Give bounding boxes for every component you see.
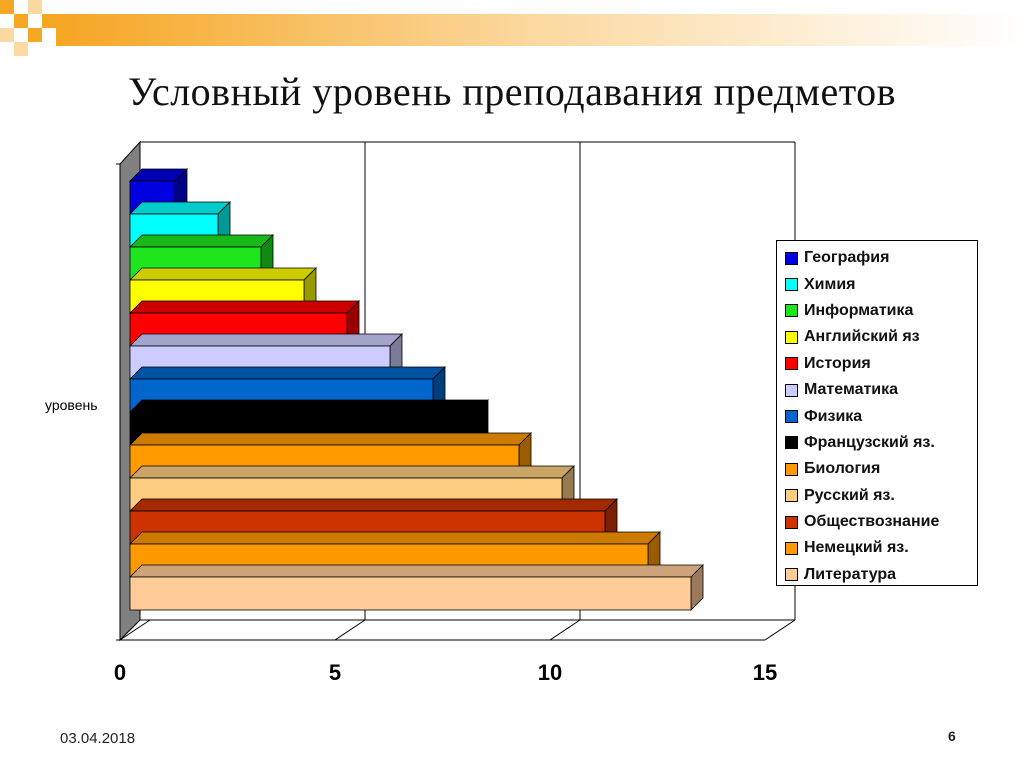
legend-label: Английский яз (804, 328, 920, 346)
legend-label: Обществознание (804, 513, 940, 531)
floor-gridline (334, 619, 366, 641)
bar-top-face (129, 366, 446, 380)
bar-top-face (129, 432, 532, 446)
bar-top-face (129, 531, 661, 545)
bar-top-face (129, 267, 317, 281)
legend-label: Немецкий яз. (804, 539, 909, 557)
legend-swatch (785, 251, 798, 265)
bar-top-face (129, 564, 704, 578)
legend-label: География (804, 249, 890, 267)
bar-top-face (129, 234, 274, 248)
legend-item: Информатика (777, 298, 977, 324)
slide-title: Условный уровень преподавания предметов (127, 69, 897, 114)
chart-legend: География Химия Информатика Английский яз Ис… (776, 240, 978, 586)
x-tick-label: 5 (329, 660, 341, 685)
legend-item: Французский яз. (777, 430, 977, 456)
legend-label: История (804, 354, 871, 372)
legend-item: Химия (777, 271, 977, 297)
x-tick-label: 15 (753, 660, 777, 685)
floor-right-edge (764, 619, 796, 641)
legend-item: Обществознание (777, 509, 977, 535)
x-tick-label: 10 (538, 660, 562, 685)
legend-label: Химия (804, 275, 856, 293)
legend-swatch (785, 383, 798, 397)
y-axis-label: уровень (45, 397, 98, 413)
bar-top-face (129, 201, 231, 215)
legend-swatch (785, 278, 798, 292)
legend-label: Математика (804, 381, 899, 399)
bar-top-face (129, 399, 489, 413)
bar-chart: 0 5 10 15 уровень (45, 140, 796, 685)
legend-label: Русский яз. (804, 486, 895, 504)
legend-item: Английский яз (777, 324, 977, 350)
legend-item: Физика (777, 403, 977, 429)
legend-swatch (785, 357, 798, 371)
legend-swatch (785, 515, 798, 529)
legend-item: Биология (777, 456, 977, 482)
title-decoration (0, 0, 1024, 56)
bar-top-face (129, 333, 403, 347)
bar-top-face (129, 300, 360, 314)
legend-label: Физика (804, 407, 863, 425)
bar-front-face (129, 576, 692, 611)
legend-swatch (785, 330, 798, 344)
x-tick-label: 0 (114, 660, 126, 685)
legend-swatch (785, 462, 798, 476)
legend-item: География (777, 245, 977, 271)
legend-label: Французский яз. (804, 433, 935, 451)
legend-item: История (777, 351, 977, 377)
legend-label: Литература (804, 565, 897, 583)
bar-top-face (129, 465, 575, 479)
bar-top-face (129, 498, 618, 512)
legend-item: Немецкий яз. (777, 535, 977, 561)
bar-13 (129, 564, 704, 611)
legend-item: Математика (777, 377, 977, 403)
legend-item: Русский яз. (777, 483, 977, 509)
slide-date: 03.04.2018 (60, 730, 136, 747)
legend-label: Биология (804, 460, 881, 478)
legend-swatch (785, 541, 798, 555)
legend-swatch (785, 436, 798, 450)
floor-gridline (549, 619, 581, 641)
legend-swatch (785, 304, 798, 318)
page-number: 6 (948, 728, 956, 744)
legend-swatch (785, 410, 798, 424)
legend-label: Информатика (804, 301, 914, 319)
legend-swatch (785, 489, 798, 503)
legend-item: Литература (777, 562, 977, 588)
floor-gridline (119, 619, 151, 641)
legend-swatch (785, 568, 798, 582)
